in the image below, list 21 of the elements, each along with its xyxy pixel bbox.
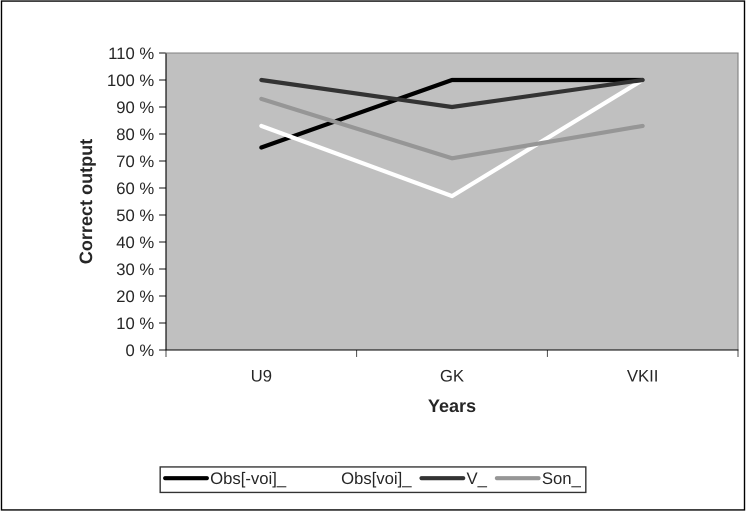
- x-axis-title: Years: [428, 400, 476, 412]
- legend-label: Son_: [542, 472, 582, 488]
- y-tick-label: 10 %: [117, 317, 154, 330]
- y-tick-label: 110 %: [109, 47, 154, 60]
- x-tick-label: U9: [252, 370, 272, 382]
- y-tick-label: 60 %: [117, 182, 154, 194]
- y-tick-label: 90 %: [116, 101, 154, 114]
- y-tick-label: 80 %: [116, 128, 154, 140]
- y-tick-label: 30 %: [116, 263, 154, 276]
- y-tick-label: 70 %: [117, 155, 154, 168]
- y-tick-label: 0 %: [126, 344, 154, 356]
- legend-label: Obs[-voi]_: [210, 472, 286, 488]
- y-tick-label: 100 %: [108, 74, 154, 86]
- x-tick-label: GK: [440, 370, 464, 382]
- y-axis-title: Correct output: [79, 139, 96, 264]
- y-tick-label: 40 %: [116, 236, 154, 248]
- x-tick-label: VKII: [626, 370, 657, 382]
- y-tick-label: 50 %: [116, 209, 154, 222]
- text: Obs[voi]_: [342, 472, 412, 488]
- legend-label: V_: [466, 472, 488, 488]
- y-tick-label: 20 %: [117, 290, 154, 302]
